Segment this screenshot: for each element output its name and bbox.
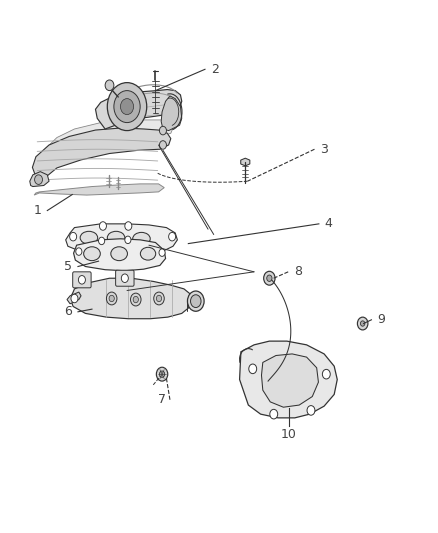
Polygon shape: [241, 158, 250, 166]
Circle shape: [125, 236, 131, 244]
Polygon shape: [44, 120, 173, 165]
Ellipse shape: [133, 232, 150, 245]
Circle shape: [133, 296, 138, 303]
Circle shape: [159, 371, 165, 377]
Polygon shape: [66, 224, 177, 253]
Text: 3: 3: [320, 143, 328, 156]
Text: 4: 4: [325, 217, 332, 230]
Circle shape: [156, 367, 168, 381]
Circle shape: [360, 321, 365, 326]
Polygon shape: [240, 341, 337, 418]
Polygon shape: [32, 128, 171, 182]
Ellipse shape: [80, 231, 98, 244]
Circle shape: [125, 222, 132, 230]
Circle shape: [307, 406, 315, 415]
Circle shape: [71, 294, 78, 303]
Polygon shape: [34, 184, 164, 195]
Text: 8: 8: [294, 265, 302, 278]
Polygon shape: [95, 90, 182, 129]
Text: 1: 1: [33, 204, 41, 217]
Circle shape: [156, 295, 162, 302]
Polygon shape: [161, 96, 182, 131]
Circle shape: [120, 99, 134, 115]
Circle shape: [159, 141, 166, 149]
Text: 9: 9: [377, 313, 385, 326]
Circle shape: [35, 175, 42, 184]
Ellipse shape: [84, 247, 100, 261]
Circle shape: [109, 295, 114, 302]
Ellipse shape: [107, 231, 125, 244]
Text: 2: 2: [211, 63, 219, 76]
Circle shape: [357, 317, 368, 330]
Circle shape: [264, 271, 275, 285]
Circle shape: [249, 364, 257, 374]
Circle shape: [121, 274, 128, 282]
Ellipse shape: [111, 247, 127, 261]
Text: 7: 7: [158, 393, 166, 406]
Circle shape: [169, 232, 176, 241]
Circle shape: [78, 276, 85, 284]
Text: 6: 6: [64, 305, 72, 318]
Circle shape: [114, 91, 140, 123]
Circle shape: [76, 248, 82, 255]
Circle shape: [99, 222, 106, 230]
Ellipse shape: [187, 291, 204, 311]
Polygon shape: [67, 292, 81, 304]
Circle shape: [107, 83, 147, 131]
Text: 10: 10: [281, 428, 297, 441]
Circle shape: [159, 126, 166, 135]
Circle shape: [270, 409, 278, 419]
Circle shape: [154, 292, 164, 305]
Circle shape: [106, 292, 117, 305]
Circle shape: [99, 237, 105, 245]
Ellipse shape: [191, 295, 201, 308]
Polygon shape: [261, 354, 318, 407]
FancyBboxPatch shape: [116, 270, 134, 286]
Circle shape: [322, 369, 330, 379]
Circle shape: [267, 275, 272, 281]
Circle shape: [105, 80, 114, 91]
FancyBboxPatch shape: [73, 272, 91, 288]
Polygon shape: [30, 172, 49, 187]
Polygon shape: [74, 239, 166, 271]
Circle shape: [70, 232, 77, 241]
Polygon shape: [70, 278, 191, 319]
Circle shape: [131, 293, 141, 306]
Ellipse shape: [140, 247, 155, 260]
Text: 5: 5: [64, 260, 72, 273]
Circle shape: [159, 249, 165, 256]
